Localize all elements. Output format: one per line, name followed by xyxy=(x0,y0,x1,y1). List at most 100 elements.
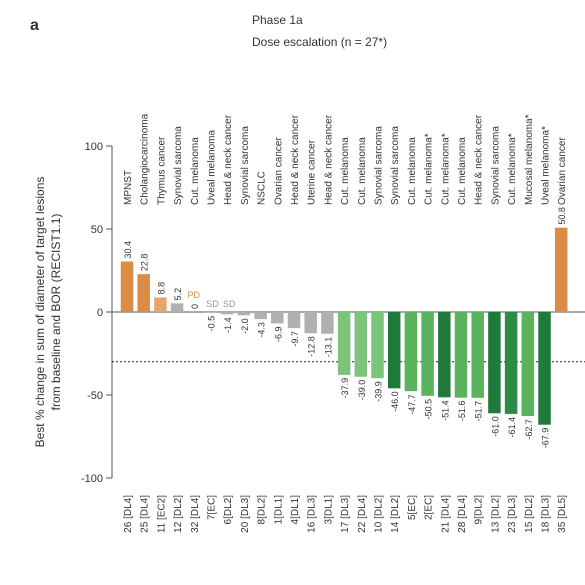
response-label: SD xyxy=(223,299,236,309)
x-tick-label: 25 [DL4] xyxy=(140,495,151,533)
value-label: -39.0 xyxy=(357,380,367,401)
bar xyxy=(337,312,351,375)
bar xyxy=(287,312,301,329)
x-tick-label: 11 [EC2] xyxy=(156,495,167,533)
bar xyxy=(421,312,434,396)
tumor-type-label: Cut. melanoma* xyxy=(440,133,451,205)
x-tick-label: 18 [DL3] xyxy=(541,495,552,533)
value-label: -12.8 xyxy=(307,336,317,357)
chart-subtitle: Dose escalation (n = 27*) xyxy=(252,35,387,49)
chart-title: Phase 1a xyxy=(252,13,303,27)
x-tick-label: 26 [DL4] xyxy=(123,495,134,533)
x-tick-label: 4[DL1] xyxy=(290,495,301,525)
x-tick-label: 5[EC] xyxy=(407,495,418,520)
y-tick-label: -50 xyxy=(87,390,103,402)
tumor-type-label: Synovial sarcoma xyxy=(240,126,251,205)
x-tick-label: 17 [DL3] xyxy=(340,495,351,533)
bar xyxy=(504,312,518,414)
x-tick-label: 23 [DL3] xyxy=(507,495,518,533)
tumor-type-label: Head & neck cancer xyxy=(323,114,334,205)
value-label: -67.9 xyxy=(541,428,551,449)
bar xyxy=(471,312,484,398)
tumor-type-label: Ovarian cancer xyxy=(273,137,284,205)
value-label: -13.1 xyxy=(323,337,333,358)
tumor-type-label: Cut. melanoma xyxy=(407,137,418,205)
x-tick-label: 13 [DL2] xyxy=(490,495,501,533)
tumor-type-label: Cholangiocarcinoma xyxy=(140,113,151,205)
tumor-type-label: Uveal melanoma xyxy=(207,130,218,205)
x-tick-label: 20 [DL3] xyxy=(240,495,251,533)
bar xyxy=(354,312,368,377)
value-label: 8.8 xyxy=(156,282,166,295)
value-label: 50.8 xyxy=(557,207,567,225)
panel-label: a xyxy=(30,17,39,34)
bar xyxy=(554,227,568,312)
tumor-type-label: Cut. melanoma xyxy=(357,137,368,205)
x-tick-label: 22 [DL4] xyxy=(357,495,368,533)
value-label: -39.9 xyxy=(374,381,384,402)
bar xyxy=(387,312,401,389)
tumor-type-label: Head & neck cancer xyxy=(223,114,234,205)
x-tick-label: 8[DL2] xyxy=(257,495,268,525)
tumor-type-label: Cut. melanoma xyxy=(340,137,351,205)
y-tick-label: 50 xyxy=(91,224,103,236)
bar xyxy=(220,312,234,315)
tumor-type-label: Cut. melanoma xyxy=(457,137,468,205)
y-axis-title: from baseline and BOR (RECIST1.1) xyxy=(49,214,63,411)
bar xyxy=(204,312,217,313)
x-tick-label: 28 [DL4] xyxy=(457,495,468,533)
tumor-type-label: Head & neck cancer xyxy=(290,114,301,205)
bar xyxy=(304,312,317,334)
tumor-type-label: Synovial sarcoma xyxy=(490,126,501,205)
tumor-type-label: Head & neck cancer xyxy=(474,114,485,205)
tumor-type-label: Synovial sarcoma xyxy=(390,126,401,205)
bar xyxy=(170,303,184,312)
value-label: 5.2 xyxy=(173,288,183,301)
bar xyxy=(120,261,134,312)
tumor-type-label: Mucosal melanoma* xyxy=(524,114,535,205)
value-label: -4.3 xyxy=(257,322,267,338)
value-label: -9.7 xyxy=(290,331,300,347)
value-label: -2.0 xyxy=(240,318,250,334)
response-label: SD xyxy=(206,299,219,309)
y-axis-title: Best % change in sum of diameter of targ… xyxy=(33,177,47,448)
value-label: -50.5 xyxy=(424,399,434,420)
x-tick-label: 14 [DL2] xyxy=(390,495,401,533)
bar xyxy=(254,312,267,320)
tumor-type-label: Cut. melanoma* xyxy=(507,133,518,205)
tumor-type-label: NSCLC xyxy=(257,171,268,205)
y-tick-label: 0 xyxy=(97,307,103,319)
x-tick-label: 3[DL1] xyxy=(323,495,334,525)
x-tick-label: 16 [DL3] xyxy=(307,495,318,533)
x-tick-label: 35 [DL5] xyxy=(557,495,568,533)
tumor-type-label: Cut. melanoma xyxy=(190,137,201,205)
tumor-type-label: Cut. melanoma* xyxy=(424,133,435,205)
tumor-type-label: Synovial sarcoma xyxy=(173,126,184,205)
tumor-type-label: Synovial sarcoma xyxy=(374,126,385,205)
tumor-type-label: Uveal melanoma* xyxy=(541,126,552,205)
value-label: -1.4 xyxy=(223,317,233,333)
value-label: -47.7 xyxy=(407,394,417,415)
bar xyxy=(371,312,384,379)
x-tick-label: 7[EC] xyxy=(207,495,218,520)
x-tick-label: 21 [DL4] xyxy=(440,495,451,533)
bar xyxy=(137,274,150,312)
tumor-type-label: Uterine cancer xyxy=(307,139,318,205)
x-tick-label: 6[DL2] xyxy=(223,495,234,525)
tumor-type-label: MPNST xyxy=(123,170,134,205)
value-label: -37.9 xyxy=(340,378,350,399)
bar xyxy=(538,312,551,425)
value-label: -46.0 xyxy=(390,391,400,412)
value-label: -51.7 xyxy=(474,401,484,422)
y-tick-label: 100 xyxy=(85,141,103,153)
bar xyxy=(271,312,284,324)
tumor-type-label: Thymus cancer xyxy=(156,136,167,205)
value-label: 22.8 xyxy=(140,254,150,272)
value-label: -0.5 xyxy=(207,316,217,332)
y-tick-label: -100 xyxy=(81,473,103,485)
x-tick-label: 12 [DL2] xyxy=(173,495,184,533)
x-tick-label: 9[DL2] xyxy=(474,495,485,525)
bar xyxy=(521,312,535,417)
value-label: -61.4 xyxy=(507,417,517,438)
